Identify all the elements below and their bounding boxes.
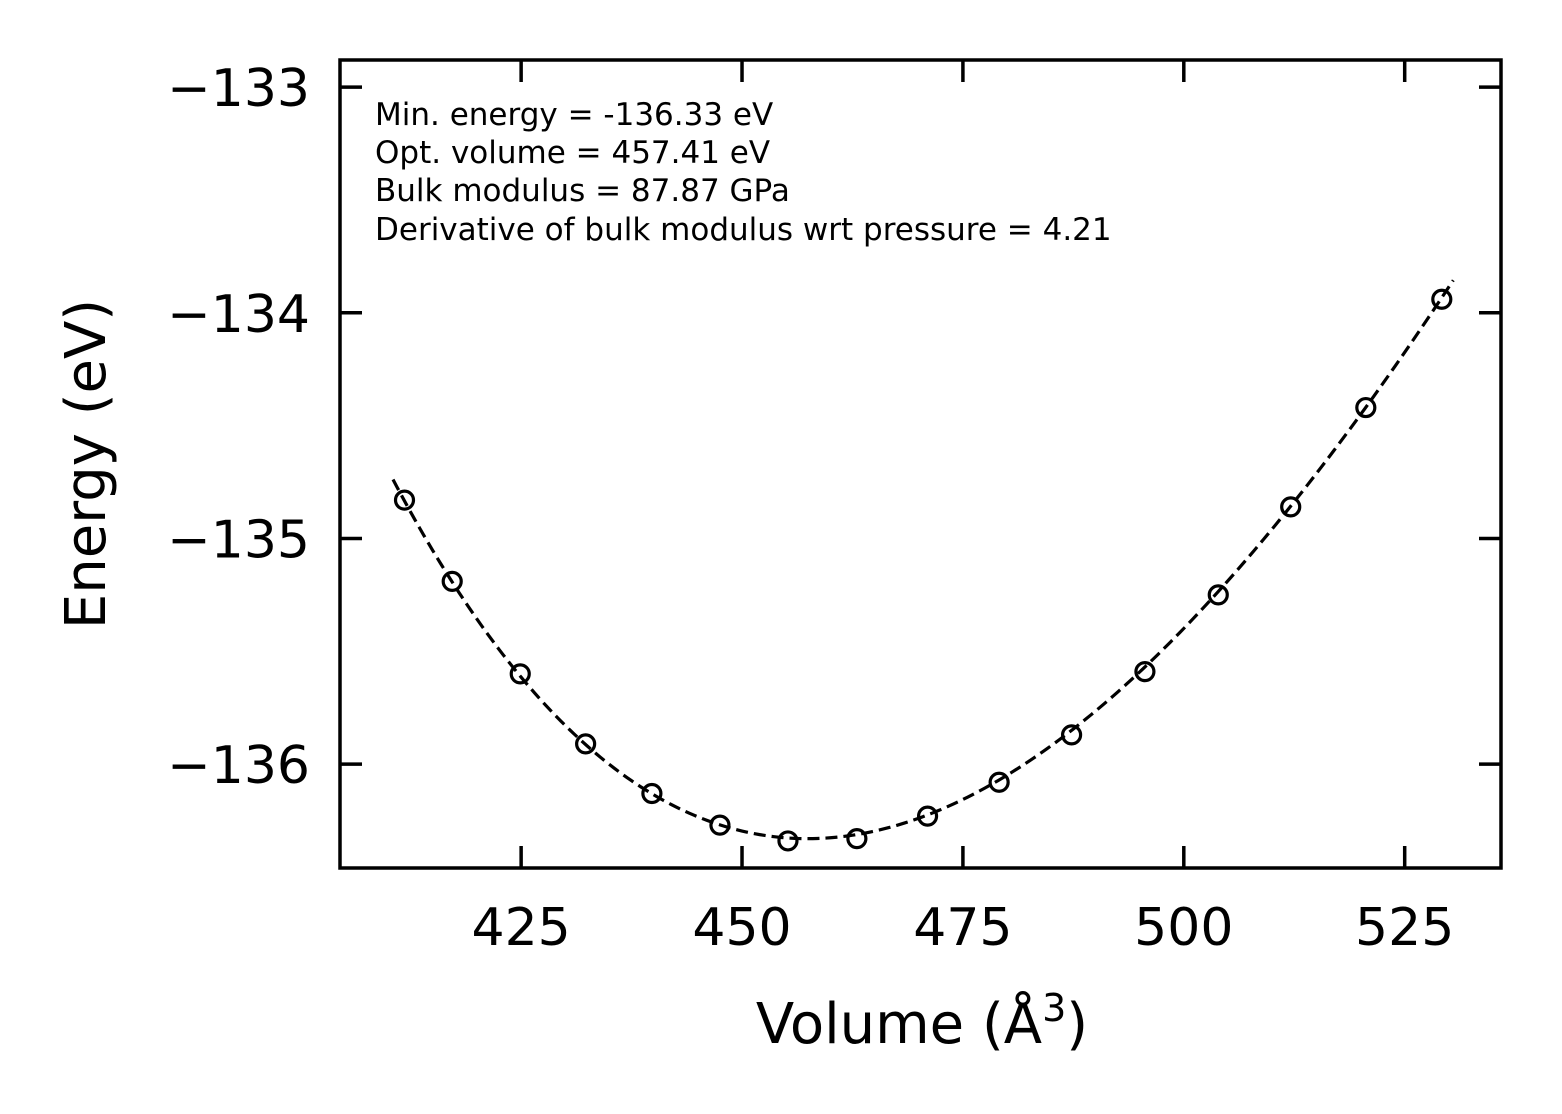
x-tick-label: 500 <box>1134 898 1233 958</box>
y-axis-title: Energy (eV) <box>54 299 119 629</box>
y-tick-label: −133 <box>167 59 310 119</box>
data-point <box>1060 724 1083 746</box>
plot-frame <box>338 58 1503 870</box>
x-axis-title-superscript: 3 <box>1042 986 1066 1030</box>
data-point <box>1134 661 1156 683</box>
data-point <box>575 733 597 755</box>
y-tick-label: −135 <box>167 510 310 570</box>
data-point <box>1207 584 1229 606</box>
x-axis-title: Volume (Å3) <box>756 986 1088 1057</box>
x-tick-label: 525 <box>1355 898 1454 958</box>
data-point <box>846 828 868 850</box>
data-point <box>709 814 731 836</box>
annotation-min-energy: Min. energy = -136.33 eV <box>375 97 773 133</box>
data-point <box>777 830 799 852</box>
x-tick-label: 475 <box>913 898 1012 958</box>
fit-parameters-annotation: Min. energy = -136.33 eV Opt. volume = 4… <box>375 97 1112 248</box>
x-axis-title-main: Volume (Å <box>756 991 1042 1057</box>
data-point <box>509 663 531 685</box>
annotation-bulk-modulus-derivative: Derivative of bulk modulus wrt pressure … <box>375 212 1112 248</box>
x-tick-label: 425 <box>471 898 570 958</box>
y-tick-label: −136 <box>167 736 310 796</box>
data-point <box>441 570 463 592</box>
y-tick-labels: −133 −134 −135 −136 <box>167 59 310 796</box>
x-axis-title-suffix: ) <box>1066 992 1088 1057</box>
data-point <box>988 771 1010 793</box>
data-point <box>641 782 663 805</box>
data-point <box>1431 288 1453 310</box>
data-point <box>393 489 416 511</box>
data-points <box>393 288 1453 852</box>
annotation-opt-volume: Opt. volume = 457.41 eV <box>375 135 770 171</box>
annotation-bulk-modulus: Bulk modulus = 87.87 GPa <box>375 173 790 209</box>
y-tick-label: −134 <box>167 285 310 345</box>
data-point <box>916 805 939 827</box>
x-tick-labels: 425 450 475 500 525 <box>471 898 1454 958</box>
axis-ticks <box>340 60 1501 868</box>
data-point <box>1280 496 1302 518</box>
fit-curve <box>391 279 1455 841</box>
data-point <box>1355 396 1377 419</box>
x-tick-label: 450 <box>692 898 791 958</box>
